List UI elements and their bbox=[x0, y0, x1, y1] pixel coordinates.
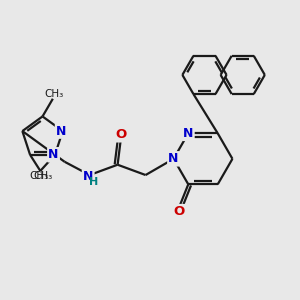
Text: N: N bbox=[168, 152, 179, 165]
Text: N: N bbox=[48, 148, 59, 161]
Text: N: N bbox=[56, 124, 66, 138]
Text: O: O bbox=[174, 205, 185, 218]
Text: H: H bbox=[88, 176, 98, 187]
Text: N: N bbox=[83, 170, 93, 183]
Text: O: O bbox=[115, 128, 127, 141]
Text: CH₃: CH₃ bbox=[45, 89, 64, 99]
Text: CH₃: CH₃ bbox=[34, 171, 53, 181]
Text: CH₃: CH₃ bbox=[29, 171, 48, 181]
Text: N: N bbox=[183, 127, 194, 140]
